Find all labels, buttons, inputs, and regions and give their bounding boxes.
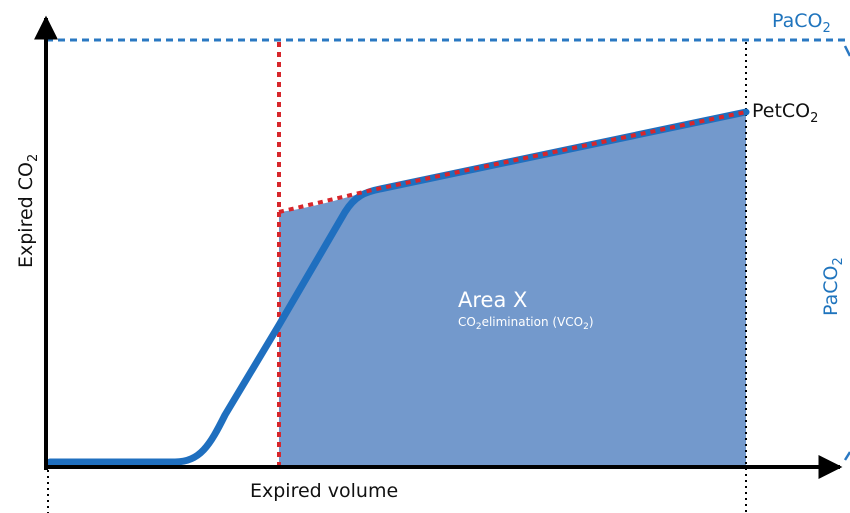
area-x-title: Area X	[458, 288, 527, 312]
y-axis-label: Expired CO2	[15, 154, 41, 268]
petco2-label: PetCO2	[752, 100, 818, 126]
plateau-slope-red-line	[278, 110, 747, 214]
area-x-description: CO2elimination (VCO2)	[458, 315, 594, 332]
paco2-right-mark-top	[843, 45, 850, 57]
paco2-top-label: PaCO2	[772, 10, 831, 36]
paco2-right-mark-bottom	[843, 451, 850, 461]
x-axis-label: Expired volume	[250, 480, 398, 502]
area-x-shape	[279, 112, 746, 467]
paco2-side-label: PaCO2	[820, 257, 846, 316]
